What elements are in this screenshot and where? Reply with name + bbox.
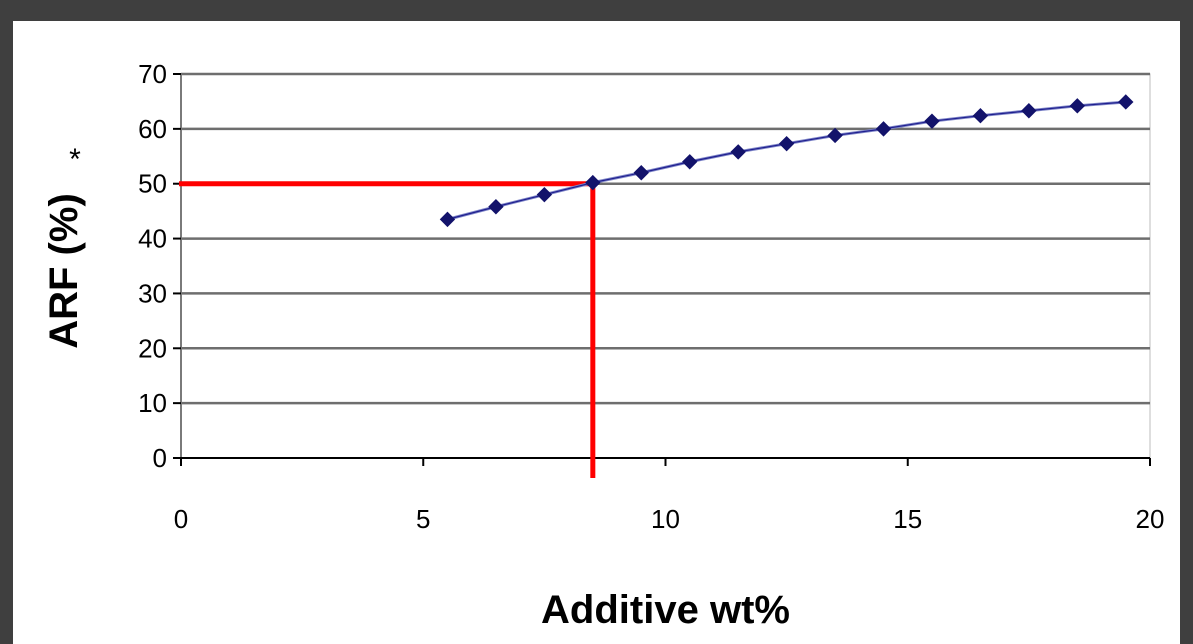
data-point-0 [439,211,456,228]
y-tick-label-70: 70 [138,59,167,89]
data-point-6 [730,144,746,160]
plot-area [180,73,1151,459]
data-point-1 [488,199,504,215]
data-point-12 [1021,103,1037,119]
y-tick-labels: 0 10 20 30 40 50 60 70 [138,59,167,473]
data-point-13 [1069,98,1086,114]
x-tick-label-10: 10 [651,504,680,534]
data-point-4 [633,165,649,181]
y-axis-title: ARF (%) [42,193,86,349]
x-tick-label-20: 20 [1136,504,1165,534]
red-guide-lines [179,181,596,478]
data-point-14 [1118,94,1134,110]
y-tick-label-0: 0 [153,443,167,473]
data-point-7 [778,135,795,152]
x-axis-title: Additive wt% [541,588,790,632]
x-tick-label-5: 5 [416,504,430,534]
data-point-10 [924,113,940,129]
y-tick-label-40: 40 [138,224,167,254]
arf-chart: 0 10 20 30 40 50 60 70 0 5 10 15 20 Additive wt% AR… [42,59,1165,632]
y-axis-asterisk: * [69,143,81,176]
axes [173,73,1151,466]
data-point-9 [875,121,892,137]
chart-canvas: 0 10 20 30 40 50 60 70 0 5 10 15 20 Additive wt% AR… [13,21,1180,644]
data-point-8 [827,127,843,144]
y-tick-label-20: 20 [138,333,167,363]
data-series [439,94,1134,228]
data-point-5 [682,154,698,170]
y-tick-label-30: 30 [138,278,167,308]
x-tick-labels: 0 5 10 15 20 [174,504,1165,534]
y-tick-label-50: 50 [138,169,167,199]
y-tick-label-60: 60 [138,114,167,144]
data-point-2 [536,186,553,203]
x-tick-label-15: 15 [893,504,922,534]
y-tick-label-10: 10 [138,388,167,418]
x-tick-label-0: 0 [174,504,188,534]
data-point-3 [585,174,601,191]
data-point-11 [972,107,989,124]
plot-border [180,73,1151,459]
